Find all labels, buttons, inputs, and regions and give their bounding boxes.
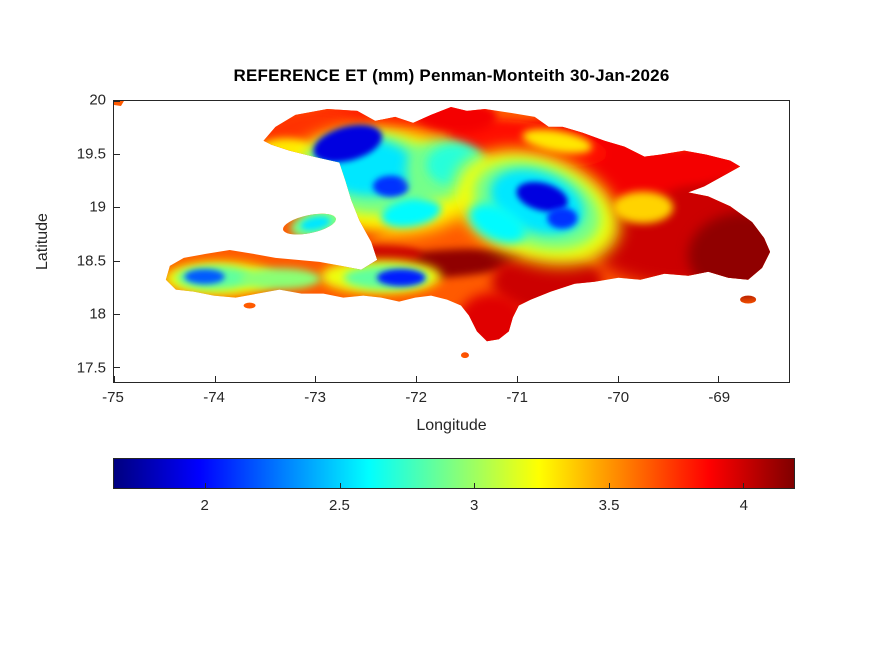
x-tick-label: -69 (708, 389, 731, 406)
x-tick-label: -72 (405, 389, 427, 406)
y-tick-label: 18 (89, 305, 106, 323)
y-tick-label: 17.5 (76, 359, 106, 377)
heat-region-cordillera-tail-cyan (468, 203, 526, 244)
colorbar-tick-label: 2.5 (328, 497, 350, 514)
x-axis-label: Longitude (416, 417, 487, 434)
colorbar-gradient (114, 459, 794, 488)
hispaniola-heatmap (114, 101, 771, 359)
heat-region-tiburon-mid-green (239, 268, 321, 290)
heat-region-septentrional-yellow (522, 129, 593, 154)
x-axis-ticks: -75 -74 -73 -72 -71 -70 -69 (102, 389, 790, 409)
chart-title: REFERENCE ET (mm) Penman-Monteith 30-Jan… (233, 66, 670, 85)
x-tick-label: -70 (607, 389, 630, 406)
colorbar-tick-label: 3 (470, 497, 479, 514)
x-tick-label: -73 (304, 389, 326, 406)
heat-region-valle-nuevo-blue (547, 207, 578, 229)
colorbar (113, 458, 795, 489)
hispaniola-landmass (114, 101, 771, 359)
colorbar-tick-labels: 2 2.5 3 3.5 4 (113, 497, 795, 517)
plot-area (113, 100, 790, 383)
heat-region-haiti-cyan-south (381, 198, 442, 228)
colorbar-tick-label: 4 (739, 497, 748, 514)
heat-region-haiti-blue-central (372, 175, 410, 197)
heat-region-cordillera-central-blue (516, 181, 568, 212)
heat-region-haitises-yellow (612, 191, 674, 224)
y-axis-ticks: 17.5 18 18.5 19 19.5 20 (40, 92, 106, 383)
heat-region-barahona-peninsula-hot (456, 292, 528, 357)
y-tick-label: 18.5 (76, 252, 106, 270)
x-tick-label: -75 (102, 389, 124, 406)
y-tick-label: 20 (89, 91, 106, 109)
y-tick-label: 19.5 (76, 145, 106, 163)
heat-region-haiti-blue-northwest (313, 124, 383, 163)
x-tick-label: -74 (203, 389, 225, 406)
colorbar-tick-label: 3.5 (598, 497, 620, 514)
heat-region-monte-cristi-hot (416, 101, 497, 133)
x-tick-label: -71 (506, 389, 528, 406)
y-tick-label: 19 (89, 198, 106, 216)
heat-region-hotte-blue (184, 269, 225, 285)
heat-region-gonave-cyan (300, 216, 331, 231)
heat-region-selle-blue (376, 269, 426, 287)
colorbar-tick-label: 2 (200, 497, 209, 514)
